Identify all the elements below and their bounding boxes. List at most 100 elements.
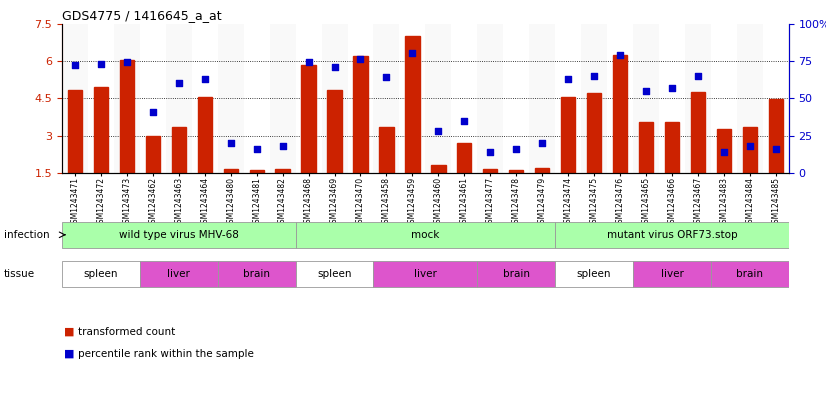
Bar — [743, 127, 757, 173]
Point — [172, 80, 185, 86]
Point — [639, 88, 653, 94]
Point — [535, 140, 548, 146]
Bar — [717, 129, 731, 173]
Bar — [638, 122, 653, 173]
Point — [614, 52, 627, 58]
Bar — [457, 143, 472, 173]
Bar — [172, 127, 186, 173]
Bar — [561, 97, 575, 173]
Bar — [327, 90, 342, 173]
Bar — [275, 169, 290, 173]
Text: brain: brain — [503, 269, 529, 279]
Text: wild type virus MHV-68: wild type virus MHV-68 — [119, 230, 239, 240]
Text: brain: brain — [243, 269, 270, 279]
Bar — [373, 24, 400, 173]
Bar — [483, 169, 497, 173]
Bar — [535, 169, 549, 173]
Bar — [665, 122, 679, 173]
Point — [121, 59, 134, 66]
Bar — [555, 261, 633, 287]
Bar — [249, 171, 263, 173]
Bar — [301, 64, 316, 173]
Text: liver: liver — [414, 269, 437, 279]
Bar — [737, 24, 763, 173]
Text: spleen: spleen — [577, 269, 611, 279]
Bar — [711, 261, 789, 287]
Point — [224, 140, 237, 146]
Text: transformed count: transformed count — [78, 327, 176, 337]
Bar — [114, 24, 140, 173]
Bar — [224, 169, 238, 173]
Point — [743, 143, 757, 149]
Bar — [321, 24, 348, 173]
Point — [587, 73, 601, 79]
Bar — [373, 261, 477, 287]
Text: spleen: spleen — [83, 269, 118, 279]
Point — [250, 146, 263, 152]
Bar — [354, 56, 368, 173]
Text: mutant virus ORF73.stop: mutant virus ORF73.stop — [607, 230, 738, 240]
Text: tissue: tissue — [4, 269, 36, 279]
Text: GDS4775 / 1416645_a_at: GDS4775 / 1416645_a_at — [62, 9, 221, 22]
Bar — [425, 24, 451, 173]
Point — [146, 108, 159, 115]
Bar — [769, 99, 783, 173]
Point — [406, 50, 419, 57]
Bar — [633, 24, 659, 173]
Point — [328, 64, 341, 70]
Text: brain: brain — [737, 269, 763, 279]
Bar — [197, 97, 211, 173]
Bar — [218, 261, 296, 287]
Bar — [269, 24, 296, 173]
Bar — [431, 165, 445, 173]
Bar — [406, 36, 420, 173]
Point — [94, 61, 107, 67]
Bar — [691, 92, 705, 173]
Point — [691, 73, 705, 79]
Text: percentile rank within the sample: percentile rank within the sample — [78, 349, 254, 359]
Text: spleen: spleen — [317, 269, 352, 279]
Bar — [166, 24, 192, 173]
Bar — [587, 93, 601, 173]
Point — [510, 146, 523, 152]
Bar — [509, 170, 524, 173]
Bar — [296, 261, 373, 287]
Bar — [296, 222, 555, 248]
Bar — [582, 24, 607, 173]
Bar — [218, 24, 244, 173]
Bar — [613, 55, 627, 173]
Point — [380, 74, 393, 81]
Point — [458, 118, 471, 124]
Point — [69, 62, 82, 68]
Bar — [555, 222, 789, 248]
Bar — [62, 24, 88, 173]
Point — [562, 76, 575, 82]
Text: infection: infection — [4, 230, 50, 240]
Text: liver: liver — [168, 269, 190, 279]
Text: ■: ■ — [64, 349, 75, 359]
Point — [484, 149, 497, 155]
Point — [717, 149, 730, 155]
Point — [198, 76, 211, 82]
Point — [769, 146, 782, 152]
Bar — [120, 60, 134, 173]
Text: liver: liver — [661, 269, 683, 279]
Text: ■: ■ — [64, 327, 75, 337]
Point — [666, 84, 679, 91]
Point — [354, 56, 367, 62]
Bar — [145, 136, 160, 173]
Bar — [62, 222, 296, 248]
Point — [302, 59, 316, 66]
Bar — [477, 24, 503, 173]
Point — [276, 143, 289, 149]
Bar — [477, 261, 555, 287]
Bar — [633, 261, 711, 287]
Bar — [93, 87, 108, 173]
Bar — [62, 261, 140, 287]
Bar — [68, 90, 82, 173]
Bar — [379, 127, 393, 173]
Bar — [685, 24, 711, 173]
Text: mock: mock — [411, 230, 439, 240]
Bar — [529, 24, 555, 173]
Bar — [140, 261, 218, 287]
